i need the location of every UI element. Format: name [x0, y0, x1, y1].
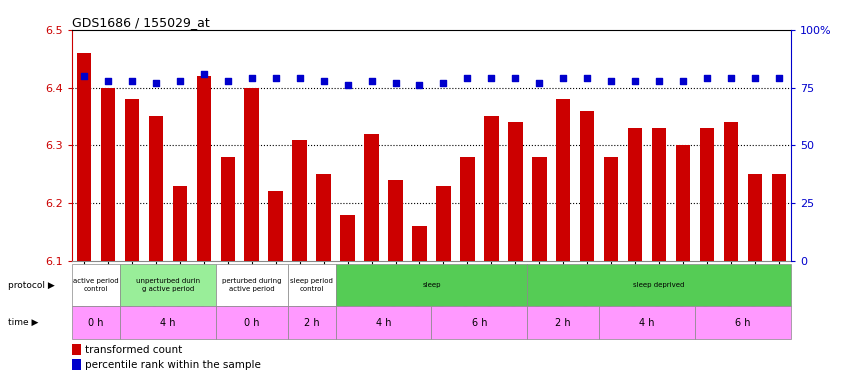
Bar: [244, 88, 259, 261]
Bar: [604, 157, 618, 261]
Bar: [772, 174, 786, 261]
Bar: [460, 157, 475, 261]
Bar: [101, 88, 115, 261]
Text: sleep deprived: sleep deprived: [634, 282, 685, 288]
Point: [724, 75, 738, 81]
Text: 2 h: 2 h: [556, 318, 571, 327]
Text: 6 h: 6 h: [735, 318, 750, 327]
Point: [772, 75, 786, 81]
Bar: [431, 306, 527, 339]
Bar: [748, 174, 762, 261]
Text: GDS1686 / 155029_at: GDS1686 / 155029_at: [72, 16, 210, 29]
Point: [365, 78, 378, 84]
Point: [149, 80, 162, 86]
Point: [677, 78, 690, 84]
Text: 0 h: 0 h: [244, 318, 260, 327]
Bar: [340, 214, 354, 261]
Bar: [676, 145, 690, 261]
Point: [460, 75, 474, 81]
Bar: [700, 128, 714, 261]
Point: [316, 78, 330, 84]
Bar: [120, 306, 216, 339]
Point: [221, 78, 234, 84]
Text: 4 h: 4 h: [640, 318, 655, 327]
Point: [749, 75, 762, 81]
Point: [197, 71, 211, 77]
Point: [508, 75, 522, 81]
Bar: [316, 174, 331, 261]
Bar: [72, 344, 80, 355]
Point: [77, 73, 91, 79]
Point: [293, 75, 306, 81]
Text: 2 h: 2 h: [304, 318, 320, 327]
Text: protocol ▶: protocol ▶: [8, 280, 55, 290]
Bar: [599, 306, 695, 339]
Bar: [72, 359, 80, 370]
Point: [101, 78, 114, 84]
Text: perturbed during
active period: perturbed during active period: [222, 278, 282, 292]
Bar: [336, 264, 527, 306]
Point: [485, 75, 498, 81]
Point: [245, 75, 259, 81]
Bar: [173, 186, 187, 261]
Bar: [365, 134, 379, 261]
Bar: [580, 111, 595, 261]
Bar: [628, 128, 642, 261]
Text: time ▶: time ▶: [8, 318, 39, 327]
Text: transformed count: transformed count: [85, 345, 182, 355]
Point: [533, 80, 547, 86]
Bar: [216, 264, 288, 306]
Point: [700, 75, 714, 81]
Bar: [196, 76, 211, 261]
Bar: [437, 186, 451, 261]
Text: unperturbed durin
g active period: unperturbed durin g active period: [135, 278, 200, 292]
Bar: [72, 306, 120, 339]
Bar: [652, 128, 667, 261]
Bar: [216, 306, 288, 339]
Text: 4 h: 4 h: [376, 318, 391, 327]
Text: percentile rank within the sample: percentile rank within the sample: [85, 360, 261, 370]
Bar: [120, 264, 216, 306]
Bar: [527, 306, 599, 339]
Bar: [724, 122, 739, 261]
Text: sleep: sleep: [422, 282, 441, 288]
Point: [604, 78, 618, 84]
Point: [557, 75, 570, 81]
Point: [652, 78, 666, 84]
Text: 4 h: 4 h: [160, 318, 175, 327]
Point: [580, 75, 594, 81]
Point: [125, 78, 139, 84]
Bar: [77, 53, 91, 261]
Point: [269, 75, 283, 81]
Bar: [508, 122, 523, 261]
Point: [341, 82, 354, 88]
Bar: [695, 306, 791, 339]
Point: [629, 78, 642, 84]
Bar: [268, 191, 283, 261]
Point: [413, 82, 426, 88]
Text: sleep period
control: sleep period control: [290, 278, 333, 292]
Bar: [124, 99, 139, 261]
Bar: [527, 264, 791, 306]
Point: [437, 80, 450, 86]
Text: 6 h: 6 h: [472, 318, 487, 327]
Text: 0 h: 0 h: [88, 318, 103, 327]
Point: [388, 80, 403, 86]
Bar: [293, 140, 307, 261]
Point: [173, 78, 186, 84]
Bar: [388, 180, 403, 261]
Bar: [288, 306, 336, 339]
Bar: [556, 99, 570, 261]
Text: active period
control: active period control: [73, 278, 118, 292]
Bar: [336, 306, 431, 339]
Bar: [149, 117, 163, 261]
Bar: [221, 157, 235, 261]
Bar: [532, 157, 547, 261]
Bar: [288, 264, 336, 306]
Bar: [72, 264, 120, 306]
Bar: [484, 117, 498, 261]
Bar: [412, 226, 426, 261]
